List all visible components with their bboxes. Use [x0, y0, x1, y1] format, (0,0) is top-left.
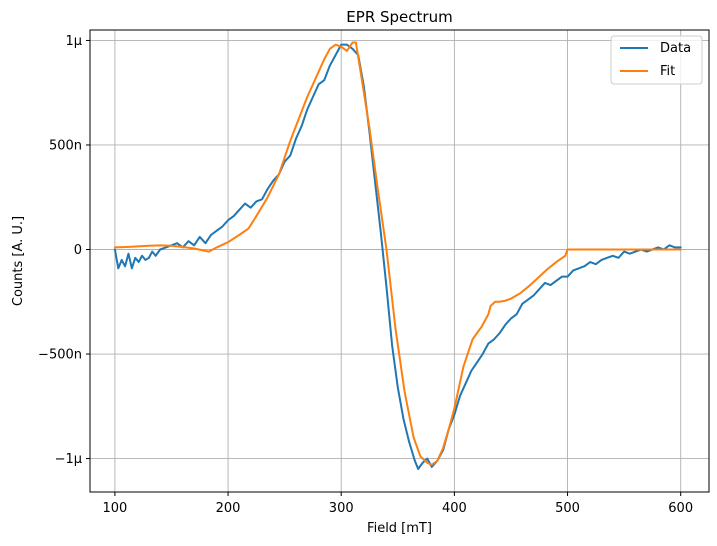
- x-tick-label: 100: [102, 501, 127, 516]
- x-tick-label: 600: [668, 501, 693, 516]
- chart-title: EPR Spectrum: [346, 8, 452, 26]
- y-tick-label: −1μ: [55, 452, 82, 467]
- y-tick-label: −500n: [38, 348, 82, 363]
- x-tick-label: 400: [442, 501, 467, 516]
- y-axis-label: Counts [A. U.]: [11, 216, 26, 306]
- legend-label-data: Data: [660, 41, 691, 56]
- legend-label-fit: Fit: [660, 64, 675, 79]
- x-tick-label: 200: [216, 501, 241, 516]
- x-tick-label: 300: [329, 501, 354, 516]
- plot-frame: [89, 29, 710, 493]
- legend: Data Fit: [610, 35, 703, 85]
- y-tick-label: 0: [74, 243, 82, 258]
- y-tick-label: 500n: [49, 138, 82, 153]
- x-axis-label: Field [mT]: [367, 521, 432, 536]
- axis-ticks: 100 200 300 400 500 600 1μ 500n 0 −500n −1μ: [38, 34, 693, 516]
- y-tick-label: 1μ: [65, 34, 82, 49]
- series-layer: [113, 41, 682, 470]
- series-line-fit: [113, 41, 682, 466]
- grid-lines: [90, 30, 709, 492]
- x-tick-label: 500: [555, 501, 580, 516]
- series-line-data: [113, 43, 682, 470]
